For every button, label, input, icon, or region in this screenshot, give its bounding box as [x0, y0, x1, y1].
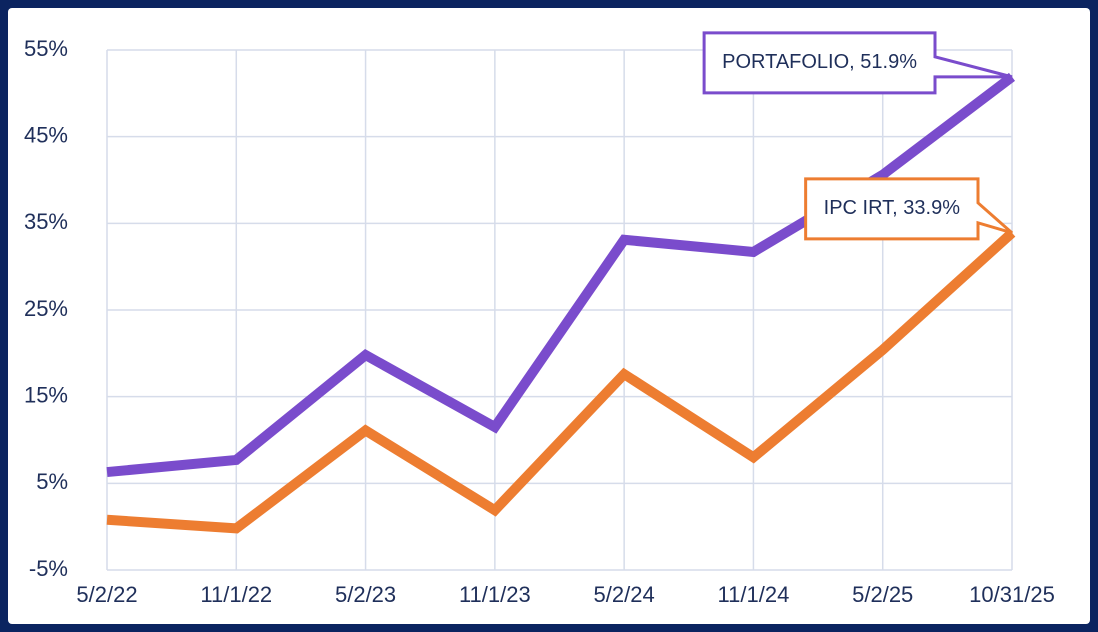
callout-box — [804, 177, 1013, 241]
x-tick-label: 5/2/25 — [852, 582, 913, 607]
callout-box — [702, 31, 1013, 95]
y-tick-label: -5% — [29, 556, 68, 581]
y-tick-label: 35% — [24, 209, 68, 234]
y-tick-label: 15% — [24, 382, 68, 407]
y-tick-label: 45% — [24, 122, 68, 147]
data-label: PORTAFOLIO, 51.9% — [722, 51, 917, 73]
data-label: IPC IRT, 33.9% — [824, 197, 961, 219]
x-tick-label: 11/1/24 — [718, 582, 790, 607]
x-tick-label: 11/1/22 — [200, 582, 272, 607]
x-tick-label: 10/31/25 — [969, 582, 1055, 607]
y-tick-label: 55% — [24, 36, 68, 61]
x-tick-label: 11/1/23 — [459, 582, 531, 607]
y-tick-label: 5% — [36, 469, 68, 494]
series-line — [106, 229, 1016, 534]
x-tick-label: 5/2/22 — [76, 582, 137, 607]
x-tick-label: 5/2/24 — [594, 582, 655, 607]
y-tick-label: 25% — [24, 296, 68, 321]
x-tick-label: 5/2/23 — [335, 582, 396, 607]
chart-background — [8, 8, 1090, 624]
